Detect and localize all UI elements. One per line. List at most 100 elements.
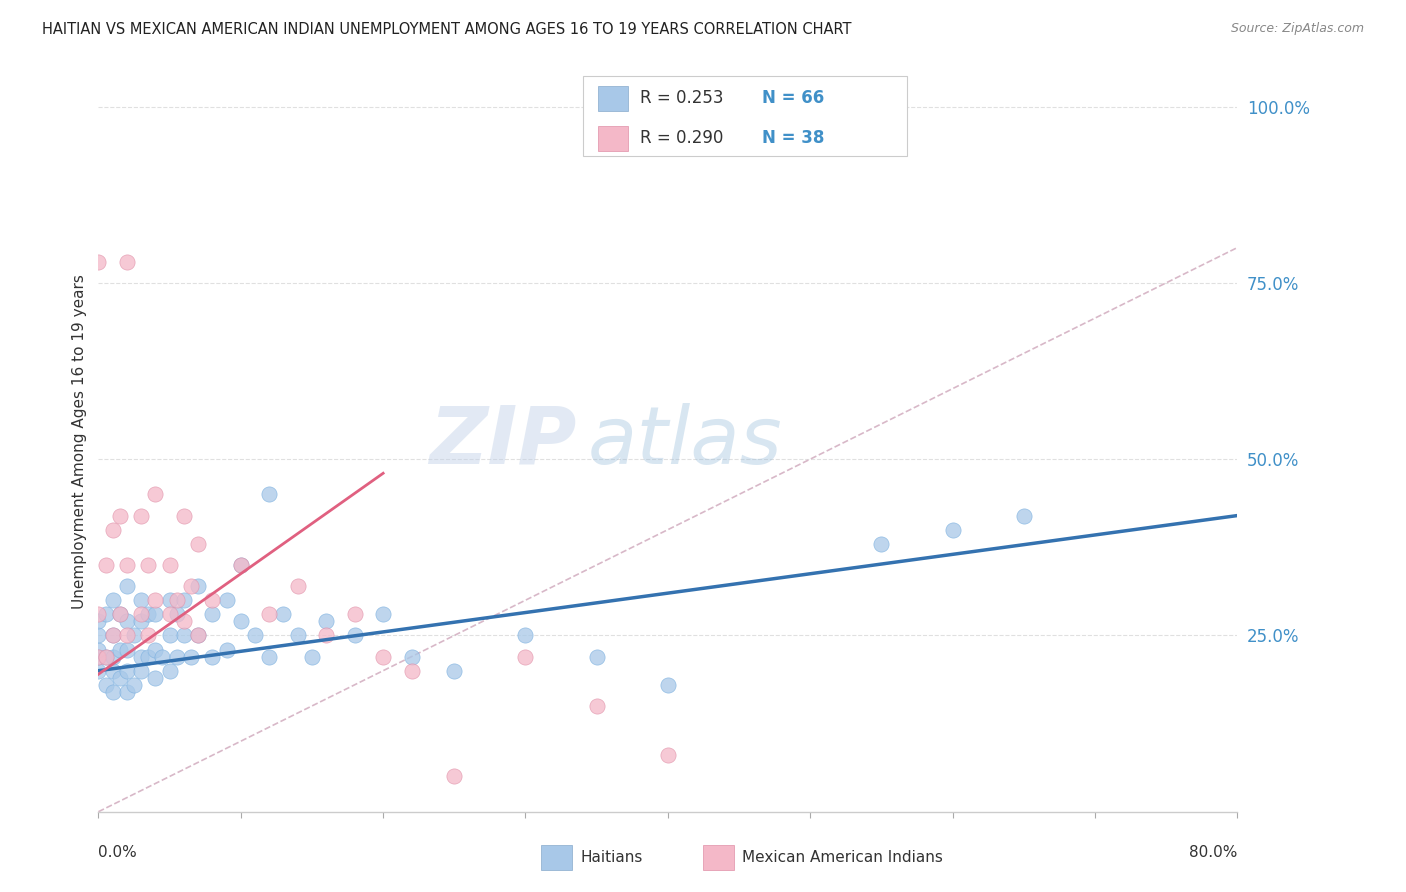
Point: [129, 649, 152, 664]
Point: [101, 664, 124, 678]
Point: [87, 607, 110, 622]
Point: [94, 678, 117, 692]
Point: [145, 593, 167, 607]
Point: [101, 523, 124, 537]
Point: [94, 649, 117, 664]
Point: [259, 649, 281, 664]
Point: [287, 579, 309, 593]
Point: [94, 649, 117, 664]
Text: N = 66: N = 66: [762, 89, 824, 107]
Point: [215, 593, 238, 607]
Point: [243, 628, 266, 642]
Point: [373, 607, 395, 622]
Point: [136, 607, 159, 622]
Point: [229, 558, 252, 572]
Point: [187, 579, 209, 593]
Point: [108, 671, 131, 685]
Point: [585, 698, 607, 713]
Point: [136, 649, 159, 664]
Text: 0.0%: 0.0%: [98, 845, 138, 860]
Point: [942, 523, 965, 537]
Point: [115, 579, 138, 593]
Point: [443, 664, 465, 678]
Text: Haitians: Haitians: [581, 850, 643, 864]
Y-axis label: Unemployment Among Ages 16 to 19 years: Unemployment Among Ages 16 to 19 years: [72, 274, 87, 609]
Point: [122, 628, 145, 642]
Point: [180, 649, 202, 664]
Point: [115, 685, 138, 699]
Point: [259, 487, 281, 501]
Text: N = 38: N = 38: [762, 129, 824, 147]
Point: [201, 593, 224, 607]
Text: 80.0%: 80.0%: [1189, 845, 1237, 860]
Point: [152, 649, 174, 664]
Point: [401, 664, 423, 678]
Point: [87, 649, 110, 664]
Point: [870, 537, 893, 551]
Point: [108, 508, 131, 523]
Point: [201, 607, 224, 622]
Point: [159, 607, 181, 622]
Point: [159, 558, 181, 572]
Point: [229, 615, 252, 629]
Point: [136, 558, 159, 572]
Point: [187, 628, 209, 642]
Point: [87, 642, 110, 657]
Point: [115, 558, 138, 572]
Point: [343, 628, 366, 642]
Text: R = 0.253: R = 0.253: [640, 89, 723, 107]
Point: [259, 607, 281, 622]
Point: [166, 593, 188, 607]
Point: [180, 579, 202, 593]
Point: [273, 607, 295, 622]
Point: [108, 607, 131, 622]
Point: [173, 508, 195, 523]
Point: [87, 254, 110, 268]
Point: [145, 487, 167, 501]
Point: [215, 642, 238, 657]
Point: [585, 649, 607, 664]
Point: [166, 607, 188, 622]
Point: [94, 558, 117, 572]
Point: [115, 254, 138, 268]
Text: R = 0.290: R = 0.290: [640, 129, 723, 147]
Point: [87, 664, 110, 678]
Point: [108, 642, 131, 657]
Point: [315, 628, 337, 642]
Point: [136, 628, 159, 642]
Point: [129, 615, 152, 629]
Point: [515, 649, 537, 664]
Point: [145, 642, 167, 657]
Point: [87, 628, 110, 642]
Point: [301, 649, 323, 664]
Point: [443, 769, 465, 783]
Point: [115, 664, 138, 678]
Point: [129, 664, 152, 678]
Point: [173, 615, 195, 629]
Point: [115, 615, 138, 629]
Text: atlas: atlas: [588, 402, 783, 481]
Point: [94, 607, 117, 622]
Point: [173, 593, 195, 607]
Point: [101, 628, 124, 642]
Point: [187, 537, 209, 551]
Point: [315, 615, 337, 629]
Point: [657, 748, 679, 763]
Point: [1012, 508, 1035, 523]
Point: [145, 671, 167, 685]
Point: [87, 615, 110, 629]
Text: Mexican American Indians: Mexican American Indians: [742, 850, 943, 864]
Point: [401, 649, 423, 664]
Point: [159, 628, 181, 642]
Text: ZIP: ZIP: [429, 402, 576, 481]
Text: Source: ZipAtlas.com: Source: ZipAtlas.com: [1230, 22, 1364, 36]
Point: [287, 628, 309, 642]
Point: [108, 607, 131, 622]
Point: [515, 628, 537, 642]
Point: [129, 607, 152, 622]
Point: [229, 558, 252, 572]
Point: [373, 649, 395, 664]
Point: [173, 628, 195, 642]
Point: [115, 628, 138, 642]
Point: [122, 678, 145, 692]
